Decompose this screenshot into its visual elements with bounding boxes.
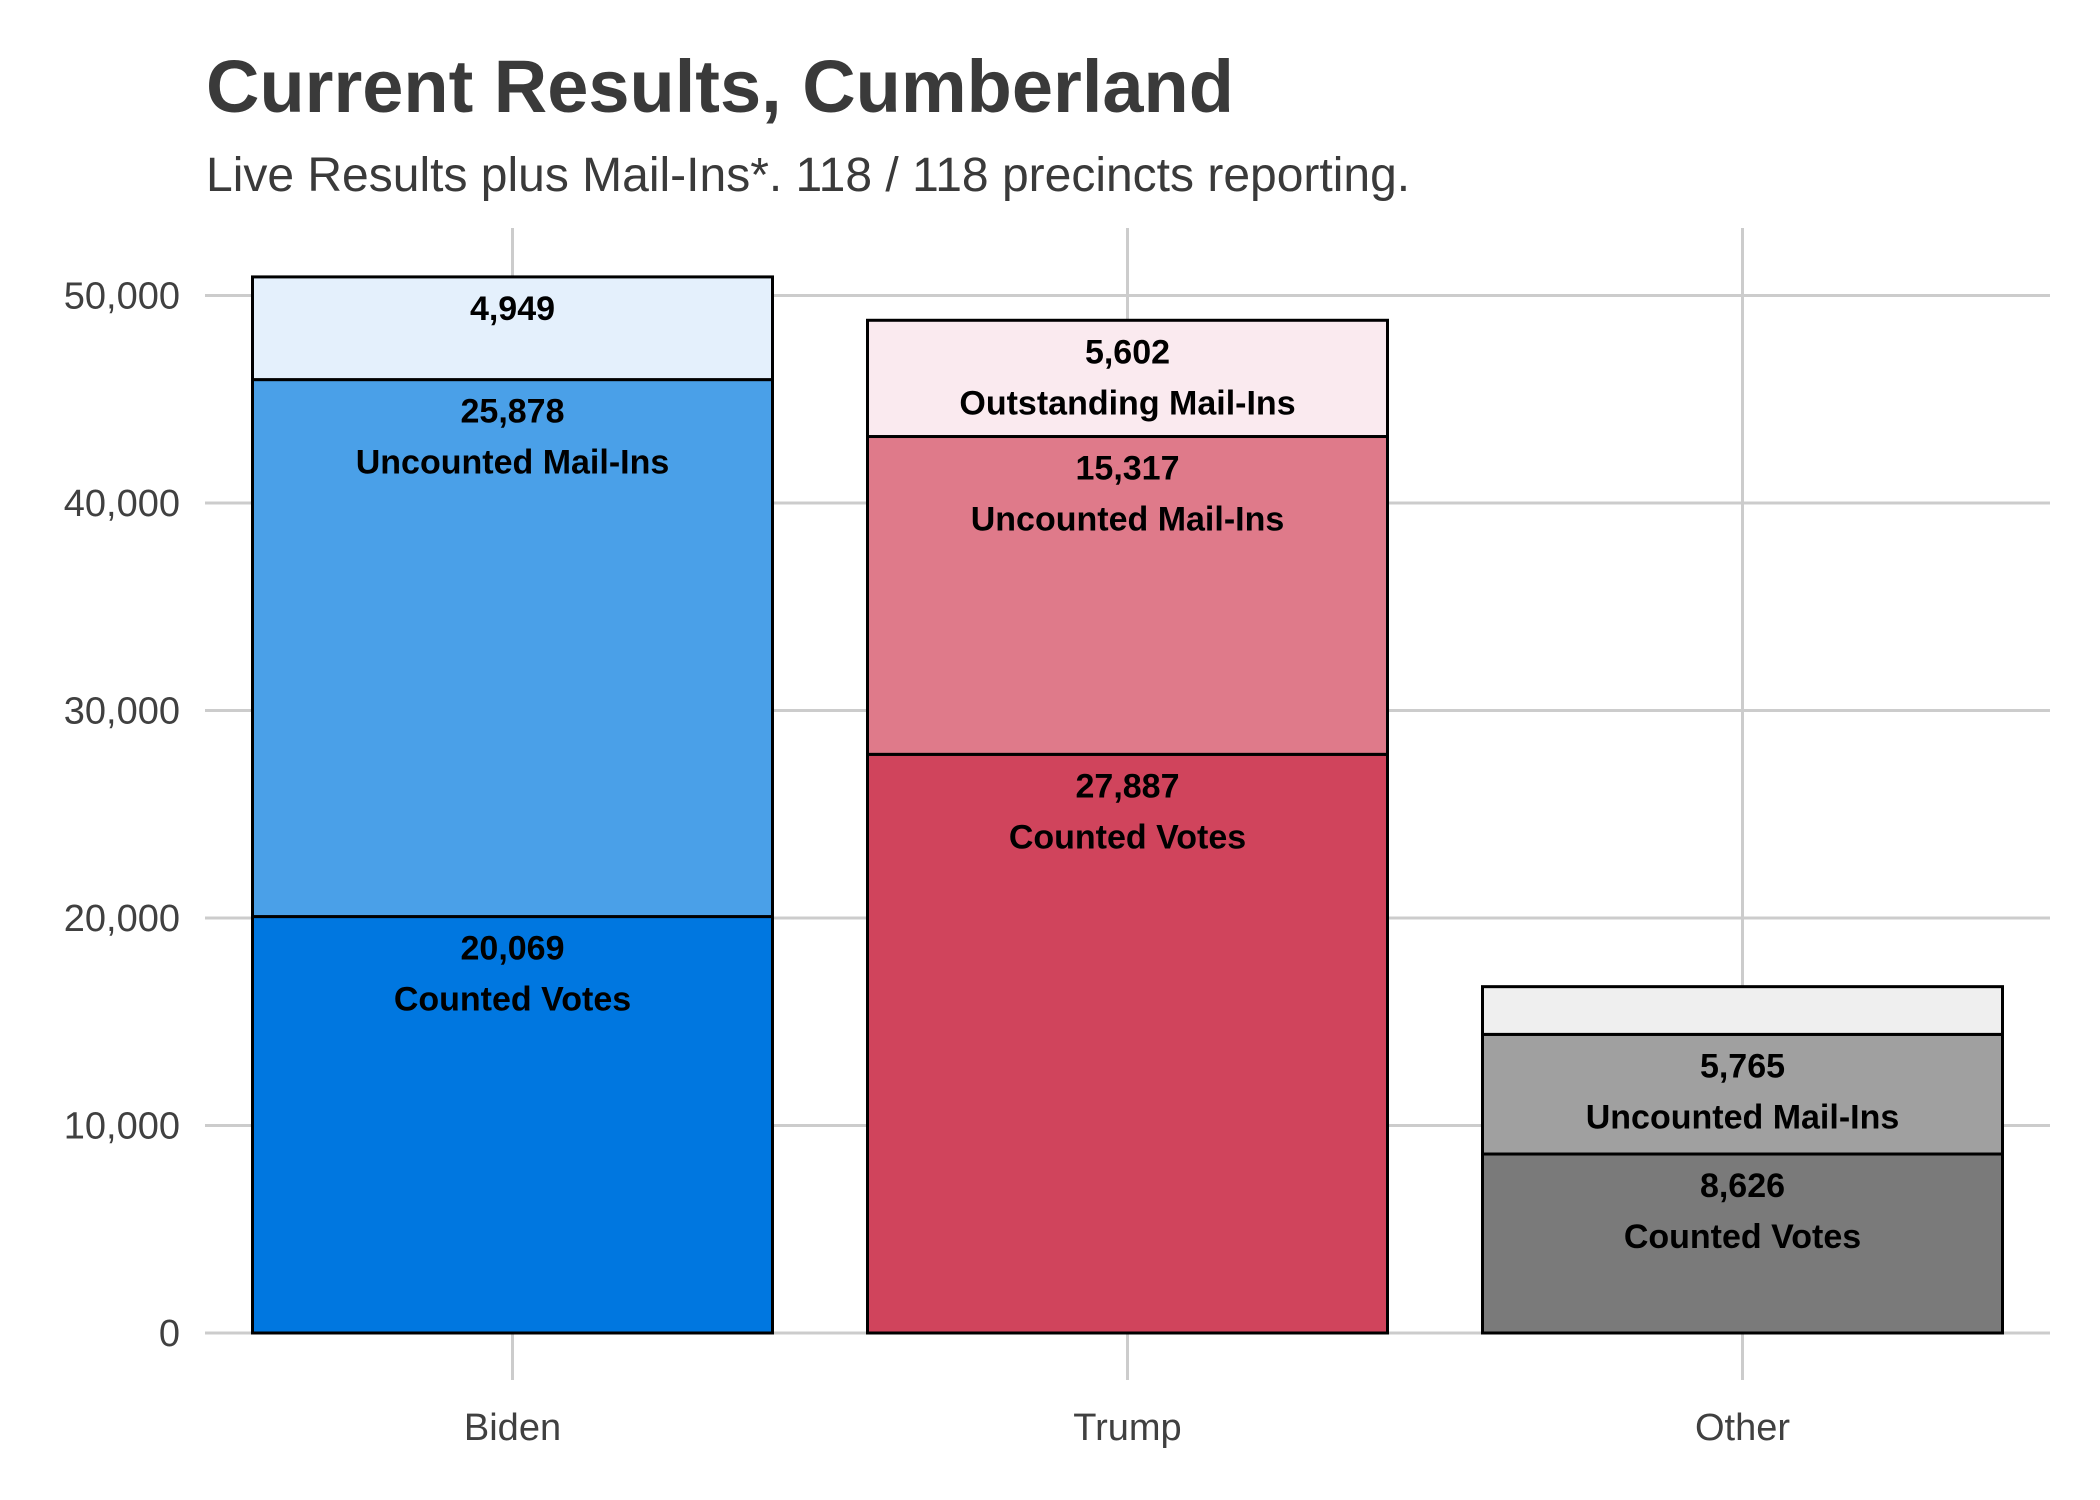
bar-segment [866, 318, 1389, 439]
y-tick-label: 20,000 [64, 898, 180, 940]
segment-value-label: 8,626 [1700, 1167, 1785, 1205]
y-tick-label: 30,000 [64, 691, 180, 733]
y-tick-label: 40,000 [64, 483, 180, 525]
y-tick-label: 0 [159, 1313, 180, 1355]
x-tick-label: Biden [464, 1407, 561, 1449]
segment-category-label: Counted Votes [394, 981, 631, 1019]
bar-segment [866, 435, 1389, 756]
segment-category-label: Uncounted Mail-Ins [356, 444, 670, 482]
segment-category-label: Outstanding Mail-Ins [959, 384, 1295, 422]
y-tick-label: 50,000 [64, 276, 180, 318]
segment-value-label: 4,949 [470, 290, 555, 328]
segment-value-label: 20,069 [461, 930, 565, 968]
x-tick-label: Trump [1073, 1407, 1181, 1449]
segment-value-label: 27,887 [1076, 767, 1180, 805]
bar-segment [251, 378, 774, 919]
bars: 20,069 Counted Votes 25,878 Uncounted Mail-… [251, 275, 2004, 1335]
segment-value-label: 15,317 [1076, 450, 1180, 488]
x-tick-label: Other [1695, 1407, 1790, 1449]
segment-category-label: Counted Votes [1624, 1218, 1861, 1256]
chart-subtitle: Live Results plus Mail-Ins*. 118 / 118 p… [206, 149, 1411, 202]
y-tick-label: 10,000 [64, 1106, 180, 1148]
bar-segment [1481, 985, 2004, 1036]
bar-segment [251, 915, 774, 1335]
segment-value-label: 5,602 [1085, 333, 1170, 371]
segment-category-label: Uncounted Mail-Ins [1586, 1098, 1900, 1136]
segment-value-label: 25,878 [461, 393, 565, 431]
bar-segment [251, 275, 774, 382]
segment-category-label: Counted Votes [1009, 818, 1246, 856]
bar-segment [866, 752, 1389, 1335]
bar-segment [1481, 1152, 2004, 1335]
chart-title: Current Results, Cumberland [206, 45, 1234, 128]
segment-value-label: 5,765 [1700, 1047, 1785, 1085]
axes: 0 10,000 20,000 30,000 40,000 50,000 Biden Trum… [64, 276, 1791, 1450]
segment-category-label: Uncounted Mail-Ins [971, 501, 1285, 539]
